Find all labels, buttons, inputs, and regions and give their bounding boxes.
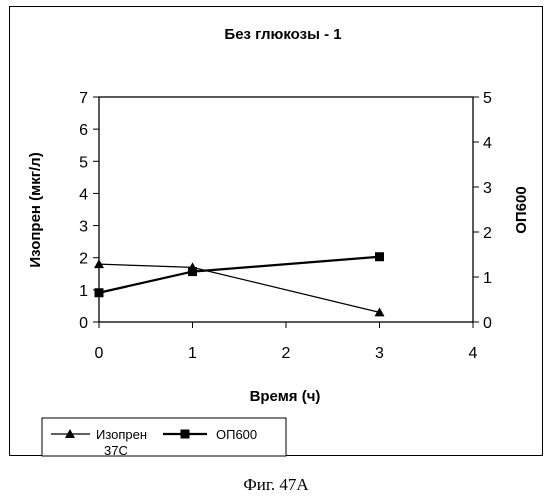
left-tick-label: 1 <box>79 283 88 300</box>
x-axis-ticks: 0 1 2 3 4 <box>95 322 478 362</box>
plot-area <box>99 97 473 322</box>
right-tick-label: 2 <box>483 225 492 242</box>
right-tick-label: 4 <box>483 135 492 152</box>
right-axis-ticks: 0 1 2 3 4 5 <box>473 90 492 332</box>
x-tick-label: 1 <box>188 345 197 362</box>
chart-svg: Без глюкозы - 1 0 1 2 3 4 0 1 2 3 4 5 6 7 0 1 2 3 4 5 Вр… <box>0 0 552 470</box>
isoprene-series-line <box>99 264 380 312</box>
x-axis-label: Время (ч) <box>250 388 321 405</box>
od600-data-point <box>95 288 104 297</box>
left-tick-label: 2 <box>79 251 88 268</box>
chart-title: Без глюкозы - 1 <box>224 26 341 43</box>
right-tick-label: 1 <box>483 270 492 287</box>
left-tick-label: 0 <box>79 315 88 332</box>
x-tick-label: 4 <box>469 345 478 362</box>
left-tick-label: 4 <box>79 186 88 203</box>
right-axis-label: ОП600 <box>513 186 530 233</box>
left-tick-label: 6 <box>79 122 88 139</box>
isoprene-data-point <box>94 259 104 268</box>
right-tick-label: 0 <box>483 315 492 332</box>
legend: Изопрен37С ОП600 <box>42 418 286 458</box>
od600-data-point <box>375 252 384 261</box>
left-tick-label: 5 <box>79 154 88 171</box>
left-tick-label: 3 <box>79 219 88 236</box>
isoprene-legend-label: 37С <box>104 443 128 458</box>
od600-data-point <box>188 267 197 276</box>
plot-border <box>99 97 473 322</box>
figure-caption: Фиг. 47A <box>0 475 552 495</box>
isoprene-legend-label: Изопрен <box>96 427 147 442</box>
left-axis-label: Изопрен (мкг/л) <box>27 152 44 267</box>
od600-legend-label: ОП600 <box>216 427 257 442</box>
right-tick-label: 5 <box>483 90 492 107</box>
left-tick-label: 7 <box>79 90 88 107</box>
od600-legend-marker <box>181 430 190 439</box>
x-tick-label: 0 <box>95 345 104 362</box>
series-layer <box>94 252 385 316</box>
x-tick-label: 2 <box>282 345 291 362</box>
x-tick-label: 3 <box>375 345 384 362</box>
od600-series-line <box>99 257 380 293</box>
right-tick-label: 3 <box>483 180 492 197</box>
